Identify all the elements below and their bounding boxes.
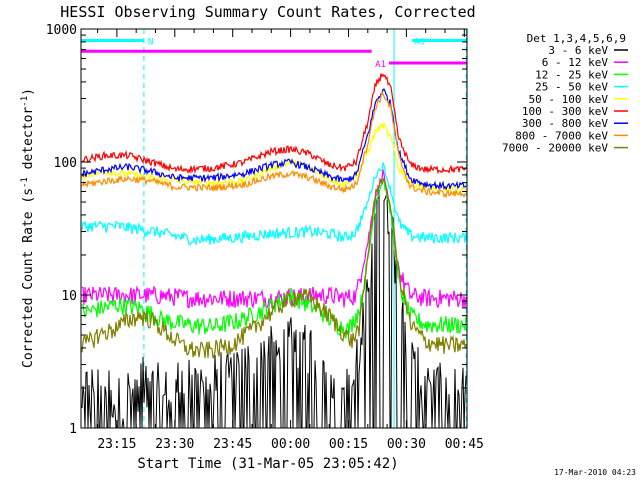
y-tick-label: 1 xyxy=(69,422,77,437)
legend-item-label: 50 - 100 keV xyxy=(529,93,609,106)
x-tick-label: 00:00 xyxy=(271,437,310,452)
y-axis-label-mid: detector xyxy=(21,107,36,178)
x-tick-label: 00:15 xyxy=(329,437,368,452)
x-axis: 23:15 23:30 23:45 00:00 00:15 00:30 00:45 xyxy=(97,29,484,452)
y-tick-label: 10 xyxy=(61,289,77,304)
x-tick-label: 23:45 xyxy=(213,437,252,452)
y-axis-label: Corrected Count Rate (s-1 detector-1) xyxy=(20,88,36,368)
legend-item-label: 3 - 6 keV xyxy=(548,44,608,57)
x-tick-label: 00:30 xyxy=(387,437,426,452)
series-layer xyxy=(81,73,467,429)
y-axis-label-sup2: -1 xyxy=(20,96,30,107)
series-line xyxy=(81,190,467,429)
series-line xyxy=(81,162,467,247)
y-axis-label-sup1: -1 xyxy=(20,177,30,188)
chart-title: HESSI Observing Summary Count Rates, Cor… xyxy=(60,3,475,21)
y-axis-label-end: ) xyxy=(21,88,36,96)
legend-item-label: 800 - 7000 keV xyxy=(515,129,608,142)
x-tick-label: 23:30 xyxy=(155,437,194,452)
legend-item-label: 25 - 50 keV xyxy=(535,81,608,94)
legend-item-label: 6 - 12 keV xyxy=(542,56,609,69)
series-line xyxy=(81,88,467,191)
y-tick-label: 1000 xyxy=(46,23,77,38)
plot-frame xyxy=(80,28,468,429)
y-tick-label: 100 xyxy=(54,156,77,171)
annotation-label: A0 xyxy=(414,37,425,47)
series-line xyxy=(81,121,467,194)
legend-title: Det 1,3,4,5,6,9 xyxy=(527,32,626,45)
x-axis-label: Start Time (31-Mar-05 23:05:42) xyxy=(137,456,398,472)
legend-item-label: 300 - 800 keV xyxy=(522,117,608,130)
legend-item-label: 100 - 300 keV xyxy=(522,105,608,118)
legend-item-label: 12 - 25 keV xyxy=(535,68,608,81)
y-axis-label-main: Corrected Count Rate (s xyxy=(21,188,36,368)
x-tick-label: 00:45 xyxy=(445,437,484,452)
series-line xyxy=(81,90,467,199)
series-line xyxy=(81,73,467,175)
annotation-label: N xyxy=(148,37,153,47)
annotation-label: A1 xyxy=(375,60,386,70)
footer-timestamp: 17-Mar-2010 04:23 xyxy=(554,468,636,477)
series-line xyxy=(81,176,467,359)
legend-item-label: 7000 - 20000 keV xyxy=(502,142,608,155)
x-tick-label: 23:15 xyxy=(97,437,136,452)
y-axis: 1 10 100 1000 xyxy=(46,23,467,437)
